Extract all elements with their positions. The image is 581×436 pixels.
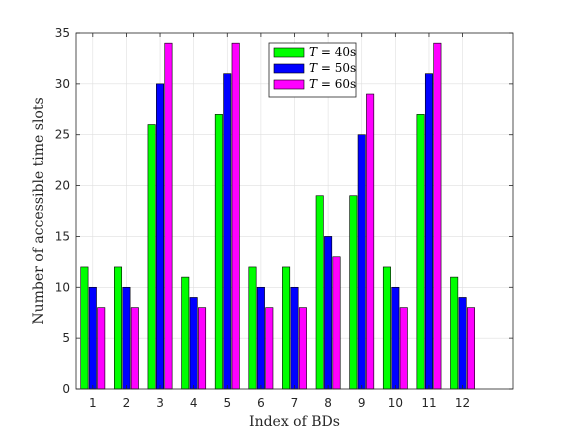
bar-series-2-bd-4 [189,297,198,390]
x-tick-label: 11 [421,396,436,410]
y-tick-label: 30 [55,77,70,91]
y-tick-label: 35 [55,26,70,40]
bar-series-3-bd-9 [366,93,375,390]
x-axis-label: Index of BDs [249,414,340,430]
y-tick-label: 25 [55,128,70,142]
bar-series-2-bd-9 [357,134,366,390]
bar-series-1-bd-7 [282,266,291,390]
x-tick-label: 1 [89,396,97,410]
bar-series-1-bd-4 [181,276,190,390]
bar-series-2-bd-11 [424,73,433,390]
x-tick-label: 9 [358,396,366,410]
x-tick-label: 5 [223,396,231,410]
bar-series-2-bd-6 [256,286,265,390]
x-tick-label: 10 [388,396,403,410]
bar-series-2-bd-5 [223,73,232,390]
bar-series-3-bd-8 [332,256,341,390]
legend-value: = 60s [317,77,356,91]
bar-series-1-bd-5 [214,114,223,390]
bar-series-1-bd-9 [349,195,358,390]
legend-value: = 50s [317,61,356,75]
x-tick-label: 12 [455,396,470,410]
bar-series-2-bd-7 [290,286,299,390]
x-tick-label: 2 [123,396,131,410]
x-tick-label: 6 [257,396,265,410]
y-tick-label: 5 [62,331,70,345]
legend-swatch-2 [273,63,305,74]
legend-label-1: T = 40s [309,45,356,59]
y-axis-label: Number of accessible time slots [31,97,47,324]
bar-series-1-bd-1 [80,266,89,390]
legend-label-2: T = 50s [309,61,356,75]
bar-series-2-bd-2 [122,286,131,390]
bar-series-2-bd-8 [324,236,333,390]
bar-series-1-bd-12 [450,276,459,390]
bar-series-1-bd-3 [147,124,156,390]
bar-series-2-bd-3 [156,83,165,390]
bar-series-3-bd-4 [198,307,207,390]
bar-series-1-bd-11 [416,114,425,390]
bar-series-3-bd-6 [265,307,274,390]
x-axis: 1 2 3 4 5 6 7 8 9 10 11 12 [89,33,470,410]
legend-variable: T [309,45,318,59]
x-tick-label: 4 [190,396,198,410]
bar-series-2-bd-10 [391,286,400,390]
bar-series-1-bd-6 [248,266,257,390]
legend-swatch-1 [273,47,305,58]
legend-swatch-3 [273,79,305,90]
bar-series-3-bd-12 [466,307,475,390]
bar-series-1-bd-10 [382,266,391,390]
x-tick-label: 8 [324,396,332,410]
bar-series-2-bd-1 [88,286,97,390]
legend-label-3: T = 60s [309,77,356,91]
bar-series-1-bd-2 [114,266,123,390]
bar-series-2-bd-12 [458,297,467,390]
y-tick-label: 10 [55,280,70,294]
bar-series-3-bd-7 [298,307,307,390]
bar-series-3-bd-3 [164,42,173,390]
y-tick-label: 0 [62,382,70,396]
bar-series-3-bd-2 [130,307,139,390]
y-tick-label: 20 [55,179,70,193]
bar-series-3-bd-1 [97,307,106,390]
y-tick-label: 15 [55,229,70,243]
x-tick-label: 3 [156,396,164,410]
legend-value: = 40s [317,45,356,59]
bar-series-1-bd-8 [315,195,324,390]
x-tick-label: 7 [291,396,299,410]
bar-series-3-bd-11 [433,42,442,390]
bar-series-3-bd-10 [399,307,408,390]
y-axis: 0 5 10 15 20 25 30 35 [55,26,513,396]
bars [80,42,475,390]
legend-variable: T [309,77,318,91]
legend-variable: T [309,61,318,75]
bar-series-3-bd-5 [231,42,240,390]
